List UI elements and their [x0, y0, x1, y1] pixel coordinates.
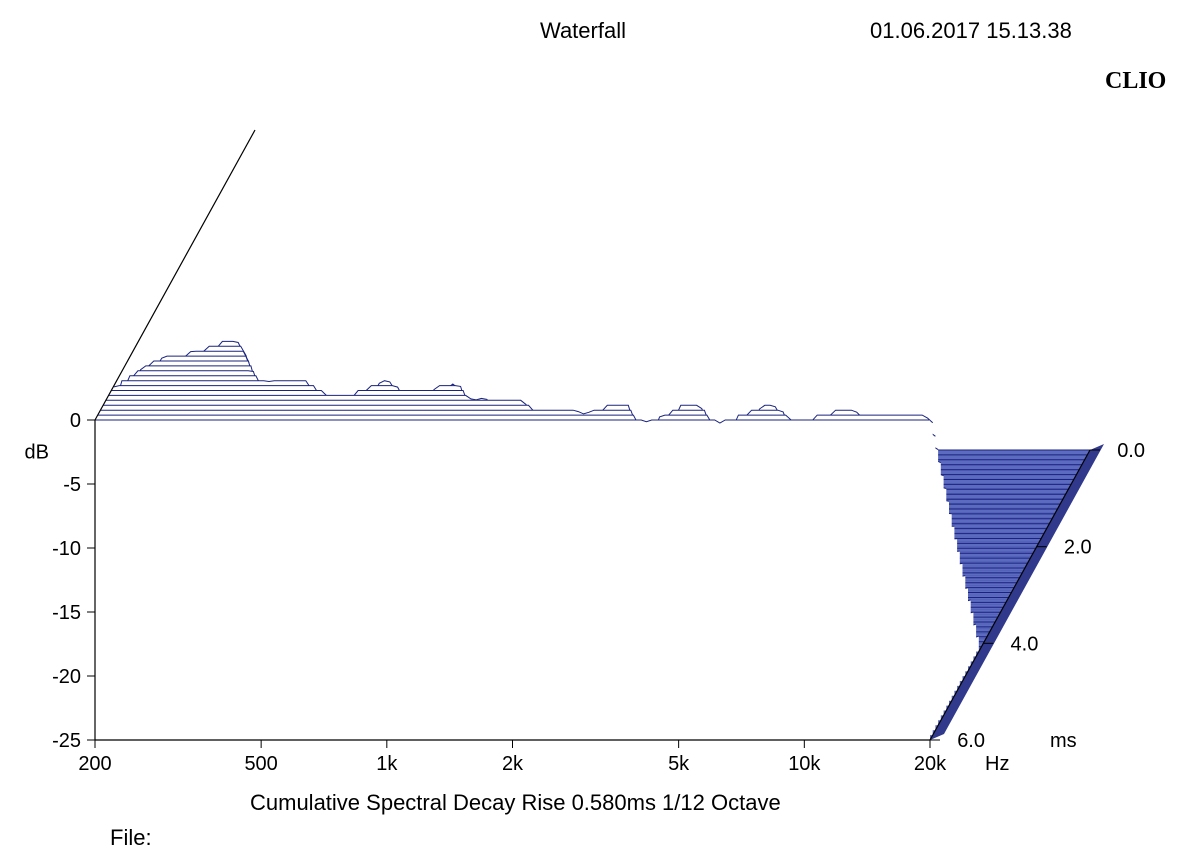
y-tick-label: 0 [70, 410, 81, 432]
file-label: File: [110, 825, 152, 851]
brand-logo: CLIO [1105, 68, 1166, 95]
z-tick-label: 2.0 [1064, 537, 1092, 559]
y-tick-label: -5 [63, 474, 81, 496]
y-tick-label: -10 [52, 538, 81, 560]
y-tick-label: -20 [52, 666, 81, 688]
z-tick-label: 0.0 [1117, 440, 1145, 462]
y-tick-label: -15 [52, 602, 81, 624]
z-tick-label: 4.0 [1011, 633, 1039, 655]
x-tick-label: 1k [376, 753, 398, 775]
waterfall-plot: -25 -20 -15 -10 -5 0 dB 200 500 1k 2k 5k 10k 20k Hz 0.0… [0, 0, 1200, 859]
y-axis-unit: dB [25, 441, 49, 463]
chart-description: Cumulative Spectral Decay Rise 0.580ms 1… [250, 790, 781, 816]
x-tick-label: 500 [244, 753, 277, 775]
z-axis-unit: ms [1050, 730, 1077, 752]
chart-title: Waterfall [540, 18, 626, 44]
x-tick-label: 200 [78, 753, 111, 775]
z-tick-label: 6.0 [957, 730, 985, 752]
x-axis-unit: Hz [985, 753, 1009, 775]
x-tick-label: 5k [668, 753, 690, 775]
x-tick-label: 20k [914, 753, 947, 775]
x-tick-label: 10k [788, 753, 821, 775]
x-tick-label: 2k [502, 753, 524, 775]
chart-timestamp: 01.06.2017 15.13.38 [870, 18, 1072, 44]
waterfall-slices [95, 341, 1090, 740]
y-tick-label: -25 [52, 730, 81, 752]
